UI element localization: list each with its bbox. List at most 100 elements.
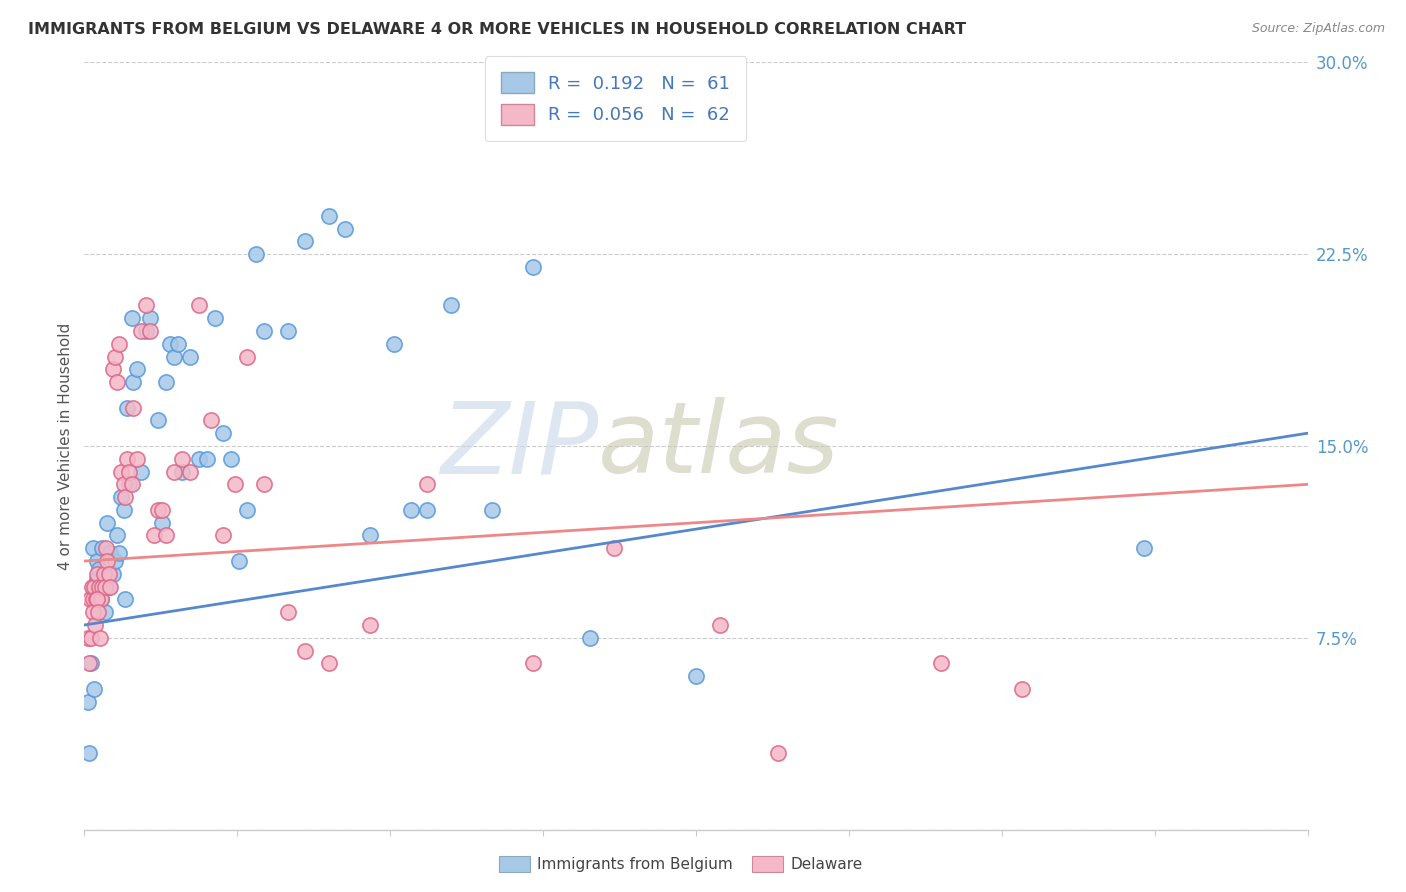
Point (163, 350, 186, 364)
Point (335, 221, 357, 235)
Point (138, 311, 160, 326)
Point (93, 580, 115, 594)
Point (114, 592, 136, 607)
Point (127, 362, 149, 376)
Point (245, 247, 267, 261)
Point (82, 541, 104, 556)
Point (90, 592, 112, 607)
Point (294, 643, 316, 657)
Point (127, 451, 149, 466)
Point (187, 298, 209, 312)
Point (93, 605, 115, 619)
Point (115, 401, 138, 415)
Point (91, 541, 114, 556)
Point (416, 477, 439, 491)
Point (83, 580, 105, 594)
Point (82, 605, 104, 619)
Point (135, 298, 157, 312)
Point (110, 490, 132, 504)
Point (709, 618, 731, 632)
Point (224, 477, 246, 491)
Point (603, 541, 626, 556)
Point (121, 311, 143, 326)
Point (86, 566, 108, 581)
Point (522, 657, 544, 671)
Point (179, 350, 201, 364)
Point (112, 503, 135, 517)
Point (87, 580, 110, 594)
Point (104, 350, 127, 364)
Point (131, 465, 153, 479)
Point (80, 580, 103, 594)
Point (167, 336, 190, 351)
Point (294, 235, 316, 249)
Point (86, 554, 108, 568)
Point (929, 657, 952, 671)
Text: ZIP: ZIP (440, 398, 598, 494)
Point (122, 375, 145, 389)
Point (236, 503, 259, 517)
Point (766, 746, 789, 760)
Text: IMMIGRANTS FROM BELGIUM VS DELAWARE 4 OR MORE VEHICLES IN HOUSEHOLD CORRELATION : IMMIGRANTS FROM BELGIUM VS DELAWARE 4 OR… (28, 22, 966, 37)
Point (105, 528, 128, 542)
Point (131, 324, 153, 338)
Point (104, 554, 127, 568)
Point (440, 298, 463, 312)
Text: Delaware: Delaware (790, 857, 862, 871)
Point (77, 631, 100, 645)
Point (112, 477, 135, 491)
Point (277, 324, 299, 338)
Point (146, 413, 169, 427)
Point (172, 451, 194, 466)
Point (172, 465, 194, 479)
Point (101, 362, 124, 376)
Point (481, 503, 503, 517)
Point (236, 350, 259, 364)
Point (89, 631, 111, 645)
Point (86, 572, 108, 586)
Point (97, 580, 120, 594)
Y-axis label: 4 or more Vehicles in Household: 4 or more Vehicles in Household (58, 322, 73, 570)
Point (107, 336, 129, 351)
Point (179, 465, 201, 479)
Point (163, 465, 186, 479)
Point (87, 562, 110, 576)
Point (155, 528, 177, 542)
Point (110, 465, 132, 479)
Point (80, 631, 103, 645)
Point (82, 592, 104, 607)
Point (200, 413, 222, 427)
Point (277, 605, 299, 619)
Text: Immigrants from Belgium: Immigrants from Belgium (537, 857, 733, 871)
Point (187, 451, 209, 466)
Point (195, 451, 218, 466)
Point (685, 669, 707, 683)
Point (253, 477, 276, 491)
Point (318, 209, 340, 223)
Point (86, 592, 108, 607)
Point (146, 503, 169, 517)
Point (79, 592, 101, 607)
Point (96, 516, 118, 530)
Point (77, 657, 100, 671)
Point (93, 566, 115, 581)
Point (318, 657, 340, 671)
Point (114, 490, 136, 504)
Point (359, 618, 381, 632)
Point (204, 311, 226, 326)
Point (84, 592, 107, 607)
Point (382, 336, 405, 351)
Point (150, 503, 173, 517)
Point (142, 528, 165, 542)
Point (107, 546, 129, 560)
Point (100, 546, 122, 560)
Point (80, 657, 103, 671)
Point (159, 336, 181, 351)
Point (219, 451, 242, 466)
Legend: R =  0.192   N =  61, R =  0.056   N =  62: R = 0.192 N = 61, R = 0.056 N = 62 (485, 56, 747, 141)
Point (122, 401, 145, 415)
Point (416, 503, 439, 517)
Point (121, 477, 143, 491)
Point (399, 503, 422, 517)
Point (87, 605, 110, 619)
